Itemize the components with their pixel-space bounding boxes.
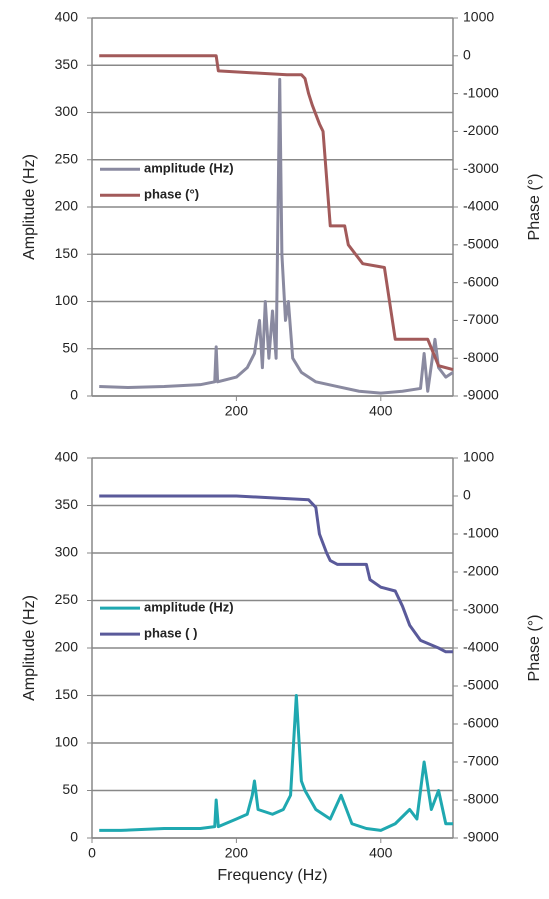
y-tick-label: 50 bbox=[62, 339, 78, 355]
y-tick-label: 100 bbox=[55, 292, 79, 308]
legend-label: amplitude (Hz) bbox=[144, 600, 234, 615]
y-tick-label: 50 bbox=[62, 781, 78, 797]
y-tick-label: 150 bbox=[55, 686, 79, 702]
y-tick-label: 300 bbox=[55, 544, 79, 560]
y2-tick-label: -2000 bbox=[463, 122, 499, 138]
legend-label: phase (°) bbox=[144, 187, 199, 202]
y2-tick-label: -4000 bbox=[463, 639, 499, 655]
y-tick-label: 100 bbox=[55, 734, 79, 750]
y-tick-label: 0 bbox=[70, 387, 78, 403]
y2-tick-label: -1000 bbox=[463, 84, 499, 100]
y2-tick-label: -7000 bbox=[463, 311, 499, 327]
y2-tick-label: 1000 bbox=[463, 449, 494, 465]
y2-tick-label: -4000 bbox=[463, 198, 499, 214]
y2-tick-label: -9000 bbox=[463, 829, 499, 845]
x-tick-label: 400 bbox=[369, 845, 393, 861]
legend-label: amplitude (Hz) bbox=[144, 161, 234, 176]
y-tick-label: 400 bbox=[55, 9, 79, 25]
y2-tick-label: -6000 bbox=[463, 715, 499, 731]
y-axis-title: Amplitude (Hz) bbox=[21, 154, 38, 260]
y2-tick-label: -3000 bbox=[463, 160, 499, 176]
y2-tick-label: -8000 bbox=[463, 349, 499, 365]
y2-axis-title: Phase (°) bbox=[526, 174, 543, 241]
x-tick-label: 0 bbox=[88, 845, 96, 861]
y2-tick-label: -8000 bbox=[463, 791, 499, 807]
y-tick-label: 350 bbox=[55, 56, 79, 72]
y-axis-title: Amplitude (Hz) bbox=[21, 595, 38, 701]
y2-tick-label: -3000 bbox=[463, 601, 499, 617]
y2-tick-label: -5000 bbox=[463, 677, 499, 693]
y2-tick-label: 1000 bbox=[463, 9, 494, 25]
x-tick-label: 200 bbox=[225, 403, 249, 419]
y-tick-label: 0 bbox=[70, 829, 78, 845]
y2-tick-label: -7000 bbox=[463, 753, 499, 769]
y-tick-label: 350 bbox=[55, 496, 79, 512]
y-tick-label: 200 bbox=[55, 639, 79, 655]
y2-tick-label: -5000 bbox=[463, 236, 499, 252]
series-line bbox=[99, 494, 453, 654]
y-tick-label: 200 bbox=[55, 198, 79, 214]
x-tick-label: 400 bbox=[369, 403, 393, 419]
y2-tick-label: 0 bbox=[463, 47, 471, 63]
y-tick-label: 400 bbox=[55, 449, 79, 465]
y2-tick-label: -9000 bbox=[463, 387, 499, 403]
y2-tick-label: -2000 bbox=[463, 563, 499, 579]
x-tick-label: 200 bbox=[225, 845, 249, 861]
y2-axis-title: Phase (°) bbox=[526, 615, 543, 682]
y-tick-label: 250 bbox=[55, 591, 79, 607]
series-line bbox=[99, 77, 454, 395]
y2-tick-label: -6000 bbox=[463, 273, 499, 289]
y2-tick-label: 0 bbox=[463, 487, 471, 503]
y-tick-label: 150 bbox=[55, 245, 79, 261]
x-axis-title: Frequency (Hz) bbox=[217, 867, 327, 884]
legend-label: phase ( ) bbox=[144, 626, 197, 641]
y2-tick-label: -1000 bbox=[463, 525, 499, 541]
y-tick-label: 300 bbox=[55, 103, 79, 119]
series-line bbox=[99, 54, 454, 371]
series-line bbox=[99, 694, 453, 832]
y-tick-label: 250 bbox=[55, 150, 79, 166]
